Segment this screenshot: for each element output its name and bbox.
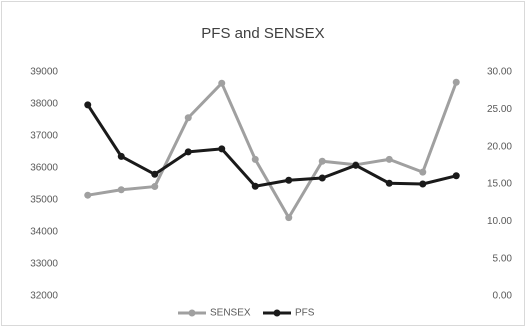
data-point <box>318 157 326 165</box>
data-point <box>419 180 427 188</box>
data-point <box>318 174 326 182</box>
data-point <box>251 155 259 163</box>
y2-tick-label: 5.00 <box>493 253 513 264</box>
data-point <box>419 168 427 176</box>
data-point <box>385 179 393 187</box>
data-point <box>251 182 259 190</box>
y-tick-label: 37000 <box>30 131 58 142</box>
y-tick-label: 32000 <box>30 291 58 302</box>
data-point <box>352 161 360 169</box>
data-point <box>117 186 125 194</box>
data-point <box>285 176 293 184</box>
data-point <box>452 78 460 86</box>
legend-marker <box>273 309 281 317</box>
data-point <box>218 79 226 87</box>
data-point <box>385 155 393 163</box>
data-point <box>285 214 293 222</box>
y-tick-label: 33000 <box>30 259 58 270</box>
y-tick-label: 35000 <box>30 195 58 206</box>
data-point <box>84 191 92 199</box>
series-line <box>87 81 458 220</box>
y-tick-label: 34000 <box>30 227 58 238</box>
y2-tick-label: 10.00 <box>487 216 512 227</box>
y2-tick-label: 30.00 <box>487 67 512 78</box>
y-tick-label: 38000 <box>30 99 58 110</box>
series-line <box>86 104 457 188</box>
y2-tick-label: 25.00 <box>487 104 512 115</box>
data-point <box>151 170 159 178</box>
data-point <box>184 114 192 122</box>
data-point <box>117 152 125 160</box>
data-point <box>84 101 92 109</box>
chart-title: PFS and SENSEX <box>201 25 324 42</box>
legend-label: PFS <box>295 308 315 319</box>
y2-tick-label: 15.00 <box>487 179 512 190</box>
data-point <box>151 183 159 191</box>
data-point <box>452 172 460 180</box>
y-tick-label: 36000 <box>30 163 58 174</box>
legend-label: SENSEX <box>210 308 251 319</box>
y-tick-label: 39000 <box>30 67 58 78</box>
data-point <box>184 148 192 156</box>
data-point <box>218 145 226 153</box>
y2-tick-label: 0.00 <box>493 291 513 302</box>
y2-tick-label: 20.00 <box>487 141 512 152</box>
legend-marker <box>188 309 196 317</box>
